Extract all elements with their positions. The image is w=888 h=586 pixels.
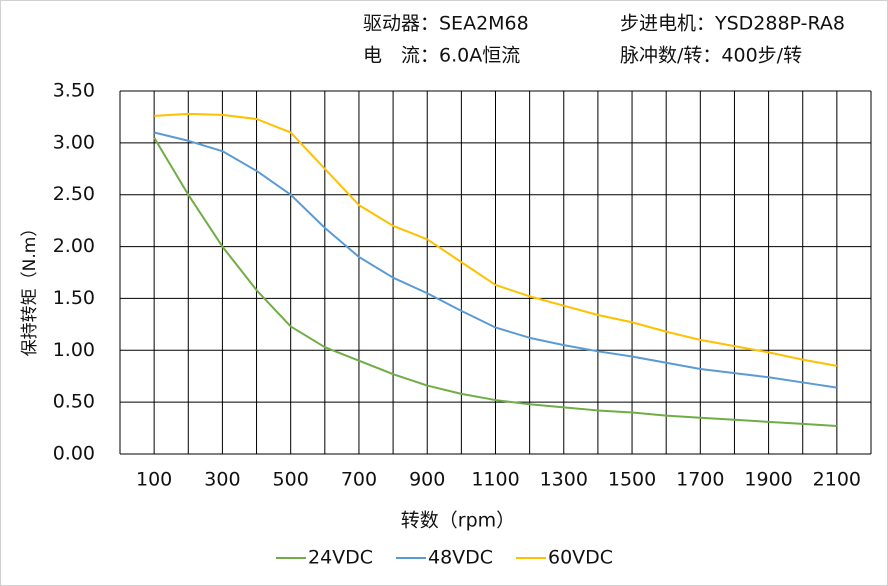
data-line	[154, 112, 838, 367]
x-tick-label: 1300	[540, 469, 588, 491]
header-text: 步进电机：YSD288P-RA8	[620, 13, 845, 35]
y-tick-label: 1.50	[53, 287, 95, 309]
x-tick-label: 500	[273, 469, 309, 491]
x-tick-label: 1500	[608, 469, 656, 491]
y-tick-label: 3.50	[53, 80, 95, 102]
y-tick-label: 1.00	[53, 339, 95, 361]
header-text: 脉冲数/转：400步/转	[620, 45, 802, 67]
x-tick-label: 1900	[744, 469, 792, 491]
legend-label: 60VDC	[548, 547, 613, 569]
header-text: 驱动器：SEA2M68	[363, 13, 529, 35]
x-tick-label: 300	[204, 469, 240, 491]
x-tick-label: 1100	[471, 469, 519, 491]
x-tick-label: 700	[341, 469, 377, 491]
x-tick-label: 2100	[813, 469, 861, 491]
x-axis-label: 转数（rpm）	[401, 510, 515, 532]
data-line	[153, 137, 837, 427]
y-tick-label: 0.00	[53, 443, 95, 465]
y-tick-label: 0.50	[53, 391, 95, 413]
data-line	[153, 131, 838, 389]
legend-label: 24VDC	[308, 547, 373, 569]
y-tick-label: 3.00	[53, 131, 95, 153]
header-text: 电 流：6.0A恒流	[363, 45, 520, 67]
x-tick-label: 1700	[676, 469, 724, 491]
y-tick-label: 2.50	[53, 183, 95, 205]
x-tick-label: 100	[136, 469, 172, 491]
x-tick-label: 900	[409, 469, 445, 491]
legend-label: 48VDC	[428, 547, 493, 569]
y-axis-label: 保持转矩（N.m）	[20, 220, 40, 357]
y-tick-label: 2.00	[53, 235, 95, 257]
